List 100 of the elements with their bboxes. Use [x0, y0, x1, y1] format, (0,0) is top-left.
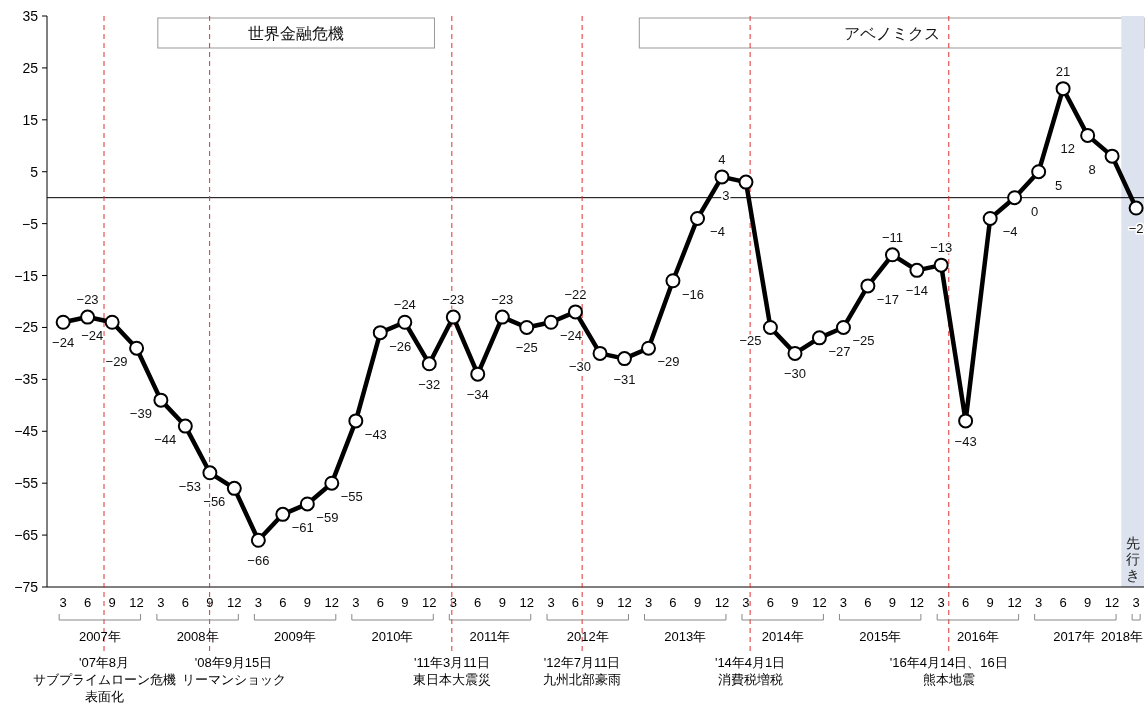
y-tick-label: 15 — [22, 111, 39, 128]
data-label: −43 — [954, 433, 977, 449]
x-tick-label: 9 — [498, 595, 506, 610]
point — [1080, 127, 1096, 143]
data-label: −14 — [905, 283, 928, 299]
data-label: −39 — [129, 406, 152, 422]
x-tick-label: 6 — [962, 595, 970, 610]
data-label: −17 — [876, 291, 899, 307]
point — [567, 304, 583, 320]
y-tick-label: −35 — [14, 371, 39, 388]
y-tick-label: 5 — [30, 163, 39, 180]
point — [153, 392, 169, 408]
data-label: −61 — [291, 520, 314, 536]
point — [421, 356, 437, 372]
x-tick-label: 6 — [1059, 595, 1067, 610]
point — [80, 309, 96, 325]
x-tick-label: 9 — [303, 595, 311, 610]
data-label: −22 — [564, 286, 587, 302]
text: 2018年 — [1101, 629, 1143, 644]
point — [592, 345, 608, 361]
x-tick-label: 6 — [279, 595, 287, 610]
x-tick-label: 6 — [571, 595, 580, 610]
data-label: −34 — [466, 387, 489, 403]
point — [519, 319, 535, 335]
data-label: −25 — [852, 333, 875, 349]
data-label: −29 — [105, 354, 128, 370]
point — [299, 496, 315, 512]
data-label: −66 — [247, 553, 270, 569]
x-tick-label: 12 — [227, 595, 242, 610]
x-tick-label: 6 — [766, 595, 775, 610]
point — [202, 465, 218, 481]
x-tick-label: 3 — [449, 595, 457, 610]
point — [714, 169, 730, 185]
point — [958, 413, 974, 429]
x-tick-label: 9 — [108, 595, 116, 610]
point — [275, 506, 291, 522]
data-label: 5 — [1055, 177, 1063, 193]
text: 2017年 — [1053, 629, 1096, 644]
data-label: −24 — [52, 335, 75, 351]
x-tick-label: 3 — [157, 595, 165, 610]
point — [1104, 148, 1120, 164]
x-tick-label: 6 — [181, 595, 189, 610]
x-tick-label: 6 — [474, 595, 482, 610]
data-label: 0 — [1031, 203, 1039, 219]
x-tick-label: 12 — [714, 595, 730, 610]
point — [1128, 200, 1144, 216]
point — [982, 210, 998, 226]
x-tick-label: 3 — [547, 595, 555, 610]
point — [835, 319, 851, 335]
point — [348, 413, 364, 429]
x-tick-label: 12 — [324, 595, 340, 610]
data-label: −32 — [418, 376, 441, 392]
y-tick-label: −15 — [14, 267, 39, 284]
point — [470, 366, 486, 382]
point — [129, 340, 145, 356]
x-tick-label: 12 — [812, 595, 827, 610]
ref-line-label: '12年7月11日九州北部豪雨 — [543, 655, 622, 687]
x-tick-label: 9 — [1084, 595, 1092, 610]
ref-line-label: '11年3月11日東日本大震災 — [412, 655, 491, 687]
data-label: −25 — [739, 333, 762, 349]
ref-line-label: '08年9月15日リーマンショック — [181, 655, 286, 687]
point — [616, 351, 632, 367]
x-tick-label: 9 — [401, 595, 409, 610]
text: 2014年 — [761, 629, 804, 644]
point — [909, 262, 925, 278]
data-label: −23 — [76, 292, 99, 308]
x-tick-label: 3 — [937, 595, 945, 610]
y-tick-label: −75 — [14, 579, 39, 595]
ref-line-label: '14年4月1日消費税増税 — [714, 655, 786, 687]
x-tick-label: 3 — [352, 595, 360, 610]
point — [55, 314, 71, 330]
x-tick-label: 9 — [888, 595, 897, 610]
point — [543, 314, 559, 330]
data-label: −53 — [178, 478, 201, 494]
data-label: −44 — [154, 432, 177, 448]
x-tick-label: 12 — [617, 595, 632, 610]
point — [641, 340, 657, 356]
data-label: −29 — [657, 354, 680, 370]
band: アベノミクス — [638, 17, 1145, 49]
data-label: −23 — [491, 292, 514, 308]
x-tick-label: 6 — [864, 595, 872, 610]
ref-line-label: '07年8月サブプライムローン危機表面化 — [32, 655, 176, 704]
y-tick-label: 35 — [22, 8, 39, 24]
data-label: −16 — [681, 286, 704, 302]
point — [104, 314, 120, 330]
point — [762, 319, 778, 335]
text: 2011年 — [469, 629, 511, 644]
x-tick-label: 3 — [742, 595, 750, 610]
data-label: −4 — [710, 224, 725, 240]
point — [860, 278, 876, 294]
point — [250, 532, 266, 548]
x-tick-label: 3 — [59, 595, 67, 610]
data-label: −31 — [613, 371, 636, 387]
band-label: 先行き — [1125, 535, 1140, 583]
x-tick-label: 12 — [1007, 595, 1022, 610]
data-label: −25 — [515, 340, 538, 356]
x-tick-label: 3 — [1132, 595, 1140, 610]
x-tick-label: 12 — [422, 595, 437, 610]
x-tick-label: 12 — [519, 595, 534, 610]
data-label: −30 — [783, 366, 807, 382]
